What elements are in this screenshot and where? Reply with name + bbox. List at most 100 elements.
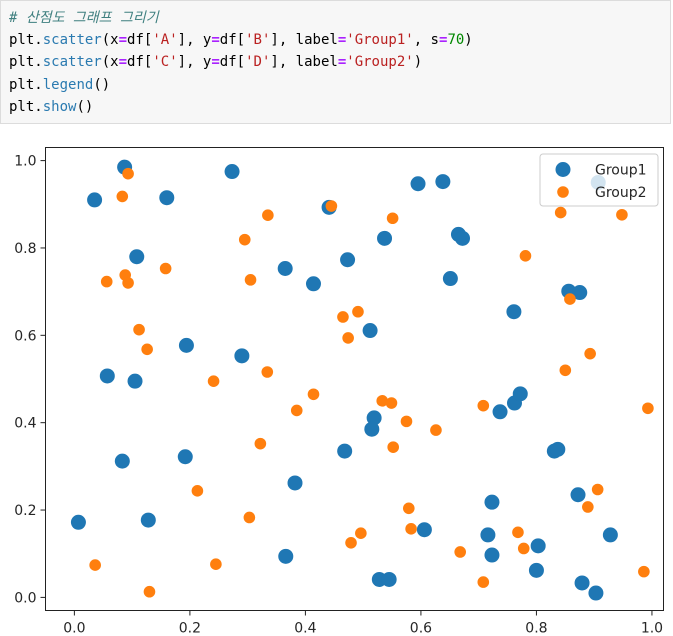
- code-token: =: [337, 54, 347, 71]
- point-group2: [616, 208, 628, 221]
- code-token: scatter: [42, 54, 102, 71]
- code-token: 70: [447, 32, 465, 49]
- point-group2: [386, 212, 399, 225]
- point-group2: [122, 277, 134, 289]
- point-group2: [191, 485, 204, 497]
- point-group1: [530, 538, 546, 554]
- point-group1: [127, 373, 143, 389]
- point-group1: [480, 527, 496, 543]
- code-token: (x: [101, 32, 119, 49]
- code-token: plt: [9, 54, 35, 71]
- code-token: legend: [42, 76, 94, 93]
- legend-label-group1: Group1: [595, 163, 647, 179]
- code-token: ], y: [177, 32, 212, 49]
- point-group2: [584, 347, 596, 360]
- point-group2: [355, 527, 367, 539]
- point-group2: [430, 424, 442, 436]
- point-group1: [588, 585, 604, 601]
- point-group1: [287, 475, 303, 491]
- point-group2: [262, 209, 274, 222]
- point-group2: [477, 399, 490, 412]
- scatter-chart: 0.0 0.2 0.4 0.6 0.8 1.0 0.0 0.2 0.4 0.6 0.8 1.0 Gro…: [14, 147, 664, 636]
- point-group1: [364, 421, 380, 437]
- plot-area: [45, 147, 664, 611]
- legend: Group1 Group2: [539, 153, 659, 207]
- point-group1: [224, 164, 240, 180]
- x-tick-label: 0.8: [525, 621, 547, 636]
- point-group2: [387, 441, 399, 453]
- code-token: .: [34, 54, 43, 71]
- point-group2: [141, 343, 153, 356]
- code-token: (): [93, 76, 111, 93]
- point-group1: [277, 260, 293, 276]
- point-group1: [528, 562, 544, 578]
- code-token: 'C': [152, 54, 178, 71]
- y-tick-label: 0.6: [14, 328, 36, 344]
- point-group1: [340, 252, 356, 268]
- point-group2: [519, 250, 532, 262]
- point-group1: [99, 368, 115, 384]
- point-group1: [550, 441, 566, 457]
- point-group1: [362, 323, 378, 339]
- point-group2: [345, 536, 357, 549]
- code-token: df[: [127, 32, 153, 49]
- point-group2: [564, 293, 576, 305]
- point-group2: [402, 502, 415, 515]
- code-token: df[: [127, 54, 153, 71]
- code-token: ): [464, 32, 473, 49]
- y-tick-label: 0.4: [14, 416, 36, 432]
- point-group2: [559, 364, 572, 377]
- point-group2: [207, 375, 220, 387]
- code-token: , s: [413, 32, 439, 49]
- code-token: ], label: [270, 54, 338, 71]
- point-group2: [325, 200, 338, 212]
- code-cell[interactable]: # 산점도 그래프 그리기 plt.scatter(x=df['A'], y=df…: [0, 0, 671, 124]
- code-token: 'B': [245, 32, 271, 49]
- point-group2: [517, 542, 530, 555]
- code-token: 'A': [152, 32, 178, 49]
- point-group2: [477, 576, 490, 588]
- point-group2: [337, 311, 349, 323]
- point-group2: [591, 483, 604, 496]
- code-token: ], y: [177, 54, 212, 71]
- code-token: ], label: [270, 32, 338, 49]
- point-group1: [129, 249, 145, 265]
- code-token: .: [34, 76, 43, 93]
- code-token: =: [439, 32, 448, 49]
- point-group2: [376, 395, 389, 407]
- code-line: plt.scatter(x=df['C'], y=df['D'], label=…: [9, 51, 662, 73]
- point-group2: [133, 323, 145, 336]
- code-line: plt.legend(): [9, 74, 662, 96]
- code-token: show: [42, 98, 77, 115]
- point-group1: [381, 571, 397, 587]
- code-token: =: [211, 32, 220, 49]
- point-group1: [305, 276, 321, 292]
- point-group1: [178, 337, 194, 353]
- point-group2: [352, 305, 364, 318]
- x-tick-label: 0.2: [179, 621, 201, 636]
- point-group2: [385, 397, 398, 409]
- point-group2: [122, 167, 134, 180]
- x-tick-label: 0.6: [410, 621, 432, 636]
- point-group2: [261, 366, 274, 378]
- x-tick-label: 0.0: [63, 621, 85, 636]
- point-group1: [455, 230, 471, 246]
- point-group1: [377, 230, 393, 246]
- point-group1: [410, 176, 426, 192]
- code-token: 'Group1': [346, 32, 414, 49]
- code-token: (): [76, 98, 94, 115]
- point-group1: [140, 512, 156, 528]
- y-tick-label: 0.2: [14, 503, 36, 519]
- point-group2: [210, 558, 222, 570]
- point-group1: [492, 404, 508, 420]
- point-group1: [572, 285, 588, 301]
- point-group2: [290, 404, 303, 417]
- point-group1: [416, 522, 432, 538]
- code-token: # 산점도 그래프 그리기: [9, 10, 159, 26]
- point-group1: [484, 547, 500, 563]
- code-token: =: [337, 32, 347, 49]
- code-token: .: [34, 98, 43, 115]
- point-group2: [89, 559, 101, 571]
- point-group1: [574, 575, 590, 591]
- point-group1: [159, 190, 175, 206]
